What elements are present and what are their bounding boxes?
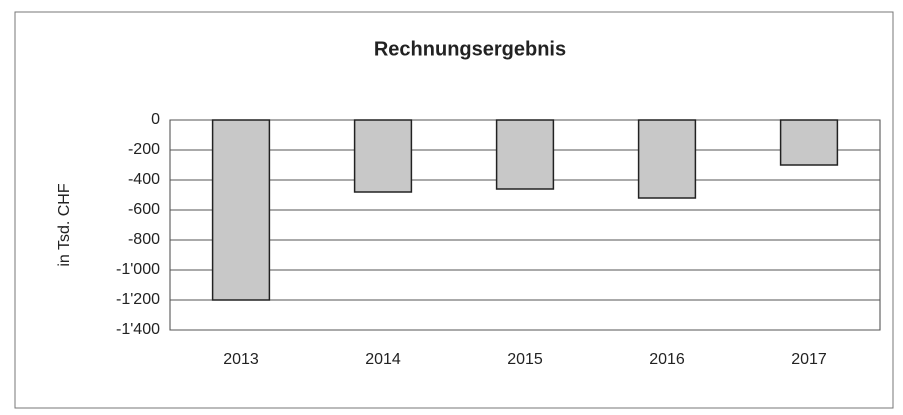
x-tick-label: 2014 [365, 351, 401, 368]
x-tick-label: 2013 [223, 351, 259, 368]
y-tick-label: 0 [151, 111, 160, 128]
x-tick-label: 2015 [507, 351, 543, 368]
y-tick-label: -200 [128, 141, 160, 158]
bar [211, 119, 271, 301]
y-tick-label: -600 [128, 201, 160, 218]
y-tick-label: -800 [128, 231, 160, 248]
bar [495, 119, 555, 190]
x-tick-label: 2016 [649, 351, 685, 368]
y-tick-label: -1'200 [116, 291, 160, 308]
y-axis-label: in Tsd. CHF [56, 183, 73, 267]
y-tick-label: -1'000 [116, 261, 160, 278]
chart-title: Rechnungsergebnis [374, 38, 566, 60]
bar [779, 119, 839, 166]
bar [637, 119, 697, 199]
y-tick-label: -400 [128, 171, 160, 188]
bar [353, 119, 413, 193]
x-tick-label: 2017 [791, 351, 827, 368]
y-tick-label: -1'400 [116, 321, 160, 338]
